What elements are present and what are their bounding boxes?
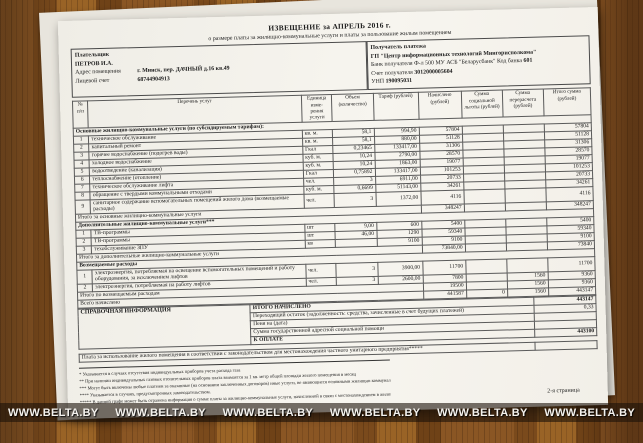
watermark-band: WWW.BELTA.BY WWW.BELTA.BY WWW.BELTA.BY W…	[0, 403, 643, 422]
belta-watermark: WWW.BELTA.BY	[329, 406, 421, 419]
reference-section-label: СПРАВОЧНАЯ ИНФОРМАЦИЯ	[77, 304, 252, 349]
belta-watermark: WWW.BELTA.BY	[115, 406, 206, 419]
page-number: 2-я страница	[547, 387, 580, 395]
service-cell: 3	[334, 192, 376, 208]
services-table-body: Основные жилищно-коммунальные услуги (по…	[73, 114, 596, 308]
service-cell: 4116	[420, 189, 465, 205]
usage-fee-value	[535, 340, 598, 350]
service-cell: 4116	[545, 186, 594, 202]
payee-unp-label: УНП	[371, 78, 385, 86]
payee-bank-label: Банк получателя	[370, 60, 413, 69]
invoice-page: ИЗВЕЩЕНИЕ за АПРЕЛЬ 2016 г. о размере пл…	[57, 7, 609, 419]
service-cell: 11700	[547, 256, 596, 272]
payee-bank: Ф-л 500 МУ АСБ "Беларусбанк"	[414, 58, 496, 67]
col-accrued: Начислено (рублей)	[417, 90, 462, 119]
payee-bank-code: 601	[523, 57, 533, 65]
col-total: Итого сумма (рублей)	[543, 87, 592, 116]
belta-watermark: WWW.BELTA.BY	[222, 406, 314, 419]
payer-account-label: Лицевой счет	[75, 77, 110, 85]
service-cell: 1	[76, 269, 93, 284]
service-cell: чел.	[305, 263, 337, 278]
payee-bank-code-label: Код банка	[496, 58, 523, 65]
service-cell	[465, 258, 507, 274]
service-cell	[463, 188, 506, 204]
belta-watermark: WWW.BELTA.BY	[437, 406, 528, 419]
col-recalc: Сумма перерасчета (рублей)	[502, 88, 544, 117]
payee-unp: 190095031	[385, 78, 413, 85]
col-volume: Объем (количество)	[331, 93, 374, 122]
service-cell: 3	[336, 262, 378, 278]
belta-watermark: WWW.BELTA.BY	[8, 406, 99, 419]
belta-watermark: WWW.BELTA.BY	[544, 406, 635, 419]
col-tariff: Тариф (рублей)	[372, 92, 419, 121]
service-cell: 9	[75, 199, 91, 214]
payee-account-label: Счет получателя	[371, 69, 413, 77]
payee-account: 3012000005604	[414, 68, 453, 76]
service-cell: чел.	[303, 193, 335, 209]
payee-block: Получатель платежа ГП "Центр информацион…	[366, 35, 591, 90]
service-cell: 11700	[422, 259, 466, 275]
service-cell: 1372,00	[375, 190, 421, 207]
col-number: № п/п	[72, 100, 89, 129]
payer-block: Плательщик ПЕТРОВ И.А. Адрес помещения г…	[70, 41, 368, 98]
services-table: № п/п Перечень услуг Единица изме- рения…	[72, 87, 596, 308]
footnotes: * Указывается в случаях отсутствия индив…	[78, 359, 392, 406]
service-cell	[504, 187, 547, 203]
reference-row-value: 443100	[535, 327, 597, 337]
service-cell: 3900,00	[377, 260, 423, 277]
col-unit: Единица изме- рения услуги	[301, 94, 333, 123]
service-cell	[506, 257, 548, 273]
col-benefit: Сумма социальной льготы (рублей)	[461, 89, 503, 118]
payer-account: 68744904913	[137, 75, 170, 83]
